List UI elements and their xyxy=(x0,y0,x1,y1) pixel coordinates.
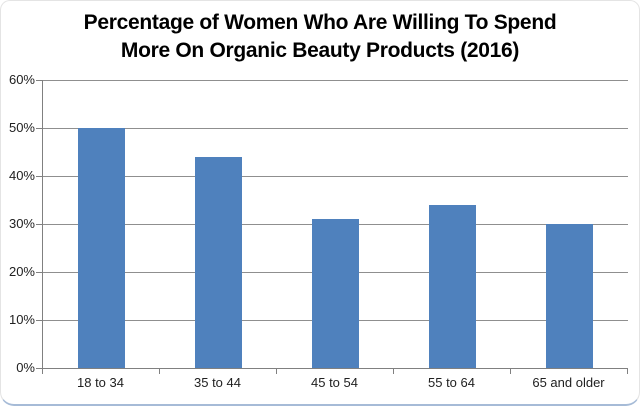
x-axis-category-label: 35 to 44 xyxy=(194,375,241,390)
x-axis-tick-mark xyxy=(159,369,160,374)
x-axis-category-label: 18 to 34 xyxy=(77,375,124,390)
x-axis-tick-mark xyxy=(510,369,511,374)
bar-65-and-older xyxy=(546,224,593,368)
y-axis-tick-label: 60% xyxy=(8,72,35,87)
x-axis-tick-mark xyxy=(627,369,628,374)
y-axis-tick-mark xyxy=(36,128,42,129)
x-axis-category-label: 45 to 54 xyxy=(311,375,358,390)
y-axis-tick-label: 10% xyxy=(8,312,35,327)
x-axis-tick-mark xyxy=(393,369,394,374)
y-axis-tick-mark xyxy=(36,272,42,273)
y-axis-tick-label: 20% xyxy=(8,264,35,279)
chart-title-line-1: Percentage of Women Who Are Willing To S… xyxy=(83,11,557,34)
x-axis-tick-mark xyxy=(276,369,277,374)
x-axis-category-label: 55 to 64 xyxy=(428,375,475,390)
y-axis-tick-label: 0% xyxy=(16,360,35,375)
chart-title: Percentage of Women Who Are Willing To S… xyxy=(0,9,640,65)
y-axis-tick-label: 50% xyxy=(8,120,35,135)
bar-55-to-64 xyxy=(429,204,476,368)
y-gridline xyxy=(43,80,628,81)
chart-title-line-2: More On Organic Beauty Products (2016) xyxy=(120,39,520,62)
bar-18-to-34 xyxy=(78,128,125,368)
plot-area xyxy=(42,80,628,369)
bar-35-to-44 xyxy=(195,156,242,368)
bar-45-to-54 xyxy=(312,219,359,368)
x-axis-tick-mark xyxy=(42,369,43,374)
y-gridline xyxy=(43,128,628,129)
y-axis-tick-label: 40% xyxy=(8,168,35,183)
x-axis-category-label: 65 and older xyxy=(532,375,605,390)
y-axis-tick-mark xyxy=(36,80,42,81)
y-gridline xyxy=(43,176,628,177)
y-axis-tick-mark xyxy=(36,176,42,177)
y-axis-tick-mark xyxy=(36,224,42,225)
y-axis-tick-mark xyxy=(36,320,42,321)
y-axis-tick-mark xyxy=(36,368,42,369)
y-axis-tick-label: 30% xyxy=(8,216,35,231)
